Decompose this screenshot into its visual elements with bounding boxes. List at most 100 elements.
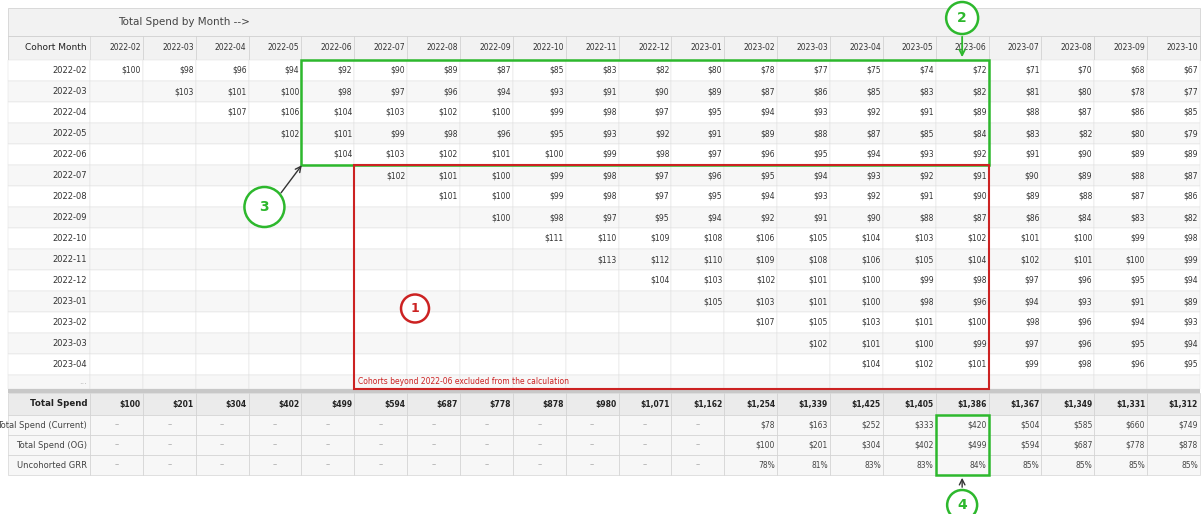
Bar xyxy=(566,123,619,144)
Text: –: – xyxy=(167,420,171,430)
Bar xyxy=(566,249,619,270)
Text: $102: $102 xyxy=(438,150,458,159)
Bar xyxy=(777,393,830,415)
Text: $96: $96 xyxy=(1131,360,1145,369)
Text: –: – xyxy=(114,420,118,430)
Bar xyxy=(936,455,988,475)
Text: $71: $71 xyxy=(1025,66,1039,75)
Text: $878: $878 xyxy=(1179,440,1198,450)
Bar xyxy=(619,81,672,102)
Bar xyxy=(8,60,90,81)
Bar xyxy=(196,102,248,123)
Text: 2023-10: 2023-10 xyxy=(1167,44,1198,52)
Bar xyxy=(830,36,883,60)
Bar xyxy=(407,123,460,144)
Bar xyxy=(90,81,143,102)
Bar xyxy=(513,333,566,354)
Bar xyxy=(354,60,407,81)
Bar xyxy=(830,455,883,475)
Bar xyxy=(1041,123,1094,144)
Text: –: – xyxy=(643,440,647,450)
Text: $100: $100 xyxy=(119,399,141,409)
Bar xyxy=(143,186,196,207)
Bar xyxy=(777,249,830,270)
Bar xyxy=(672,207,725,228)
Text: $96: $96 xyxy=(761,150,775,159)
Bar xyxy=(196,81,248,102)
Text: $99: $99 xyxy=(549,192,563,201)
Bar xyxy=(1094,291,1147,312)
Bar xyxy=(619,228,672,249)
Bar xyxy=(672,312,725,333)
Bar xyxy=(619,186,672,207)
Bar xyxy=(619,375,672,389)
Text: $93: $93 xyxy=(919,150,934,159)
Bar xyxy=(672,270,725,291)
Text: $99: $99 xyxy=(390,129,405,138)
Text: –: – xyxy=(114,440,118,450)
Text: –: – xyxy=(696,461,700,469)
Bar xyxy=(196,312,248,333)
Bar xyxy=(8,389,1200,393)
Text: $101: $101 xyxy=(491,150,510,159)
Bar xyxy=(196,249,248,270)
Text: $85: $85 xyxy=(867,87,881,96)
Text: 2022-11: 2022-11 xyxy=(585,44,616,52)
Bar xyxy=(90,249,143,270)
Bar xyxy=(460,312,513,333)
Bar xyxy=(619,312,672,333)
Bar xyxy=(143,102,196,123)
Bar xyxy=(301,249,354,270)
Text: –: – xyxy=(431,461,436,469)
Text: –: – xyxy=(484,420,489,430)
Bar xyxy=(883,375,936,389)
Text: $80: $80 xyxy=(708,66,722,75)
Bar xyxy=(988,144,1041,165)
Bar xyxy=(407,165,460,186)
Text: $104: $104 xyxy=(650,276,669,285)
Text: –: – xyxy=(537,461,542,469)
Bar xyxy=(407,249,460,270)
Bar xyxy=(988,36,1041,60)
Bar xyxy=(460,291,513,312)
Text: $90: $90 xyxy=(1078,150,1092,159)
Bar xyxy=(725,435,777,455)
Bar xyxy=(725,102,777,123)
Text: $108: $108 xyxy=(809,255,828,264)
Bar xyxy=(248,144,301,165)
Bar xyxy=(883,81,936,102)
Text: $99: $99 xyxy=(919,276,934,285)
Text: $82: $82 xyxy=(655,66,669,75)
Text: $95: $95 xyxy=(708,108,722,117)
Text: –: – xyxy=(114,461,118,469)
Bar xyxy=(354,102,407,123)
Text: $1,349: $1,349 xyxy=(1063,399,1092,409)
Bar xyxy=(90,207,143,228)
Bar xyxy=(301,393,354,415)
Text: $94: $94 xyxy=(761,192,775,201)
Text: $110: $110 xyxy=(597,234,616,243)
Bar xyxy=(936,144,988,165)
Text: Cohorts beyond 2022-06 excluded from the calculation: Cohorts beyond 2022-06 excluded from the… xyxy=(359,377,569,386)
Bar xyxy=(883,249,936,270)
Bar xyxy=(248,270,301,291)
Text: 2022-02: 2022-02 xyxy=(110,44,141,52)
Text: $89: $89 xyxy=(761,129,775,138)
Bar xyxy=(830,228,883,249)
Text: $94: $94 xyxy=(1131,318,1145,327)
Bar xyxy=(672,455,725,475)
Bar xyxy=(672,144,725,165)
Bar xyxy=(143,249,196,270)
Text: $100: $100 xyxy=(491,192,510,201)
Bar xyxy=(619,333,672,354)
Bar xyxy=(90,393,143,415)
Text: $201: $201 xyxy=(809,440,828,450)
Text: $88: $88 xyxy=(1025,108,1039,117)
Bar xyxy=(8,165,90,186)
Text: $96: $96 xyxy=(1078,276,1092,285)
Bar xyxy=(936,186,988,207)
Text: $88: $88 xyxy=(1131,171,1145,180)
Text: $77: $77 xyxy=(814,66,828,75)
Text: $92: $92 xyxy=(972,150,986,159)
Text: $97: $97 xyxy=(602,213,616,222)
